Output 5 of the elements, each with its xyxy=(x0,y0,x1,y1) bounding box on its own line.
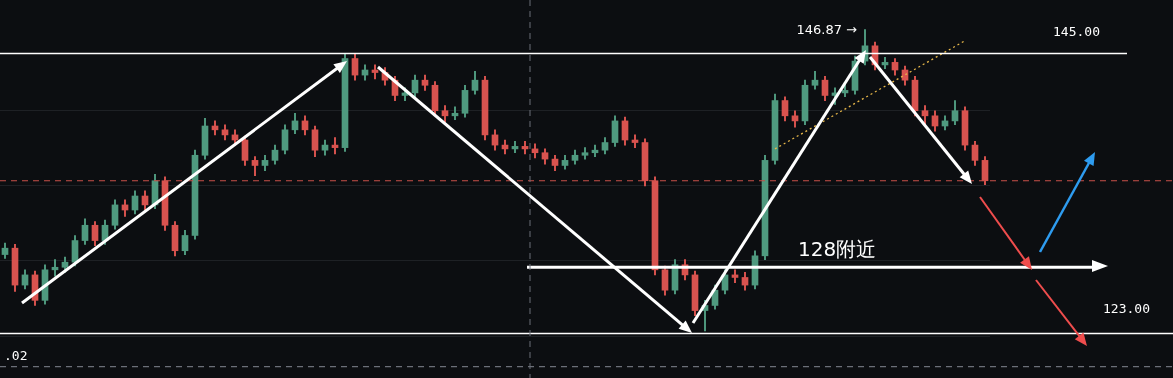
annotation: 146.87 → xyxy=(796,22,858,38)
ref-line-label: 128附近 xyxy=(798,237,877,262)
ref-line-label: 123.00 xyxy=(1103,301,1150,317)
annotation: .02 xyxy=(4,348,28,364)
ref-line-label: 145.00 xyxy=(1053,24,1100,40)
